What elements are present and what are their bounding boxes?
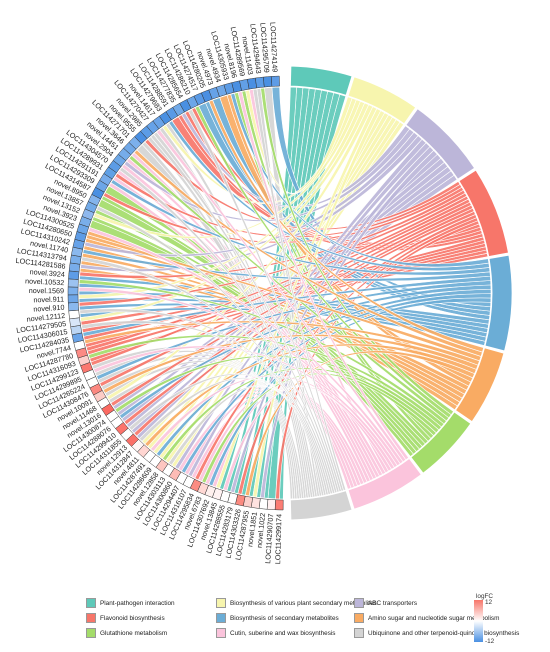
legend-item: Biosynthesis of secondary metabolites — [216, 612, 339, 624]
gene-sector — [258, 498, 269, 510]
legend-label: ABC transporters — [368, 599, 418, 607]
gene-label: novel.3924 — [29, 267, 65, 279]
pathway-sector — [455, 347, 505, 423]
gene-sector — [266, 499, 276, 511]
gene-sector — [67, 286, 79, 296]
gene-sector — [69, 317, 81, 328]
gene-label: LOC114290707 — [263, 513, 275, 564]
gene-sector — [67, 294, 79, 304]
legend-item: Ubiquinone and other terpenoid-quinone b… — [354, 627, 519, 639]
gene-sector — [68, 270, 80, 280]
gene-sector — [271, 75, 280, 87]
legend-swatch — [86, 598, 96, 608]
pathway-sector — [347, 458, 422, 510]
legend-swatch — [216, 613, 226, 623]
gene-sector — [263, 76, 273, 88]
colorbar-min-label: -12 — [485, 638, 495, 645]
gene-label: LOC114295709 — [258, 22, 271, 73]
gene-sector — [255, 76, 265, 89]
pathway-legend: Plant-pathogen interaction Biosynthesis o… — [86, 597, 519, 647]
link-ribbon — [252, 88, 347, 491]
legend-swatch — [216, 598, 226, 608]
legend-swatch — [354, 613, 364, 623]
gene-sector — [247, 77, 257, 90]
legend-label: Plant-pathogen interaction — [100, 599, 175, 607]
gene-sector — [274, 499, 284, 511]
pathway-sector — [347, 76, 417, 125]
legend-label: Cutin, suberine and wax biosynthesis — [230, 629, 336, 637]
legend-item: Flavonoid biosynthesis — [86, 612, 165, 624]
pathway-sector — [458, 169, 509, 257]
logfc-colorbar — [474, 600, 483, 642]
gene-label: LOC114299174 — [273, 514, 283, 564]
legend-label: Amino sugar and nucleotide sugar metabol… — [368, 614, 500, 622]
legend-swatch — [354, 628, 364, 638]
gene-label: novel.911 — [33, 295, 64, 305]
legend-item: Plant-pathogen interaction — [86, 597, 175, 609]
pathway-sector — [290, 65, 353, 96]
colorbar-max-label: 12 — [485, 599, 493, 606]
gene-label: LOC114274149 — [268, 22, 279, 73]
legend-swatch — [354, 598, 364, 608]
gene-label: novel.1569 — [29, 286, 64, 295]
legend-item: Cutin, suberine and wax biosynthesis — [216, 627, 336, 639]
gene-sector — [68, 309, 80, 320]
legend-item: Amino sugar and nucleotide sugar metabol… — [354, 612, 499, 624]
legend-item: Glutathione metabolism — [86, 627, 167, 639]
legend-label: Ubiquinone and other terpenoid-quinone b… — [368, 629, 520, 637]
legend-swatch — [216, 628, 226, 638]
gene-sector — [67, 278, 79, 288]
pathway-sector — [484, 254, 513, 352]
link-ribbon — [237, 91, 410, 461]
gene-label: novel.1022 — [255, 512, 268, 548]
legend-item: Biosynthesis of various plant secondary … — [216, 597, 377, 609]
pathway-sector — [410, 411, 472, 474]
link-ribbon — [230, 92, 490, 268]
link-ribbon — [208, 99, 484, 353]
legend-label: Glutathione metabolism — [100, 629, 168, 637]
pathway-sector — [405, 108, 476, 180]
gene-arc-ring — [67, 75, 284, 511]
link-ribbon — [260, 87, 454, 416]
legend-item: ABC transporters — [354, 597, 417, 609]
pathway-arc-ring — [290, 65, 513, 521]
gene-label: novel.12112 — [26, 311, 65, 324]
ribbon-layer — [78, 86, 492, 500]
legend-swatch — [86, 613, 96, 623]
gene-label: novel.10532 — [25, 276, 65, 287]
legend-swatch — [86, 628, 96, 638]
gene-sector — [67, 302, 79, 312]
legend-label: Flavonoid biosynthesis — [100, 614, 165, 622]
legend-label: Biosynthesis of secondary metabolites — [230, 614, 339, 622]
pathway-sector — [290, 490, 353, 521]
gene-label: novel.910 — [33, 303, 65, 314]
colorbar-title: logFC — [476, 593, 494, 600]
legend-label: Biosynthesis of various plant secondary … — [230, 599, 377, 607]
